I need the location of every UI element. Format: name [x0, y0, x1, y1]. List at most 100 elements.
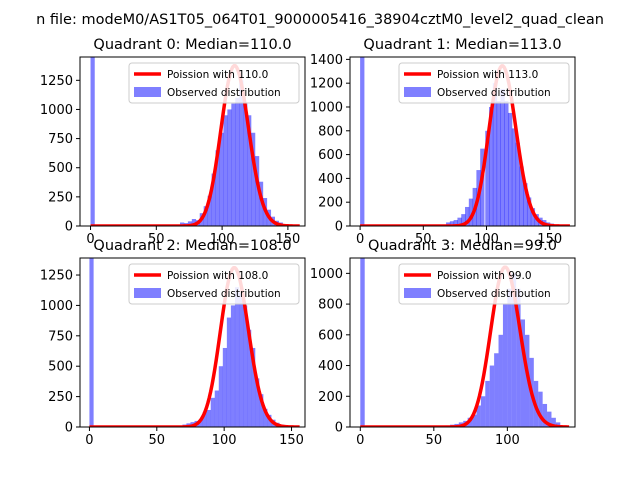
- subplot-title: Quadrant 2: Median=108.0: [93, 238, 291, 254]
- histogram-bar: [191, 219, 197, 226]
- poisson-curve: [89, 265, 301, 427]
- x-tick-label: 100: [474, 232, 499, 247]
- histogram-bar: [520, 319, 525, 427]
- histogram-bar: [210, 397, 215, 427]
- histogram-bar: [211, 173, 216, 226]
- y-tick-label: 250: [48, 390, 73, 405]
- histogram-bar: [519, 166, 524, 226]
- legend-label-observed: Observed distribution: [167, 288, 281, 300]
- legend-label-poisson: Poission with 113.0: [437, 69, 538, 81]
- plot-area: [360, 258, 570, 427]
- poisson-curve: [360, 265, 570, 427]
- histogram-bar: [258, 181, 264, 226]
- histogram-bar: [453, 220, 458, 226]
- y-tick-label: 1250: [40, 269, 73, 284]
- y-tick-label: 200: [318, 390, 343, 405]
- histogram-bar: [219, 132, 224, 226]
- histogram-bar: [472, 414, 477, 427]
- legend-patch-swatch: [134, 288, 161, 298]
- histogram-bar: [489, 106, 494, 226]
- plot-area: [359, 57, 571, 226]
- legend-label-poisson: Poission with 108.0: [167, 270, 268, 282]
- histogram-bar: [247, 115, 252, 226]
- histogram-bar: [489, 365, 495, 427]
- subplot-quadrant-2: 0 50 100 150 0 250 500 750 1000 1250 Poission with…: [40, 238, 306, 448]
- x-tick-label: 150: [275, 232, 300, 247]
- histogram-bar: [243, 305, 248, 427]
- legend-label-observed: Observed distribution: [437, 87, 551, 99]
- histogram-bar: [234, 287, 240, 427]
- histogram-bar: [255, 156, 260, 226]
- histogram-bar: [507, 288, 512, 427]
- legend-box: [128, 263, 300, 305]
- histogram-bar: [203, 206, 208, 226]
- histogram-bar: [89, 258, 94, 427]
- x-tick-label: 50: [426, 433, 443, 448]
- y-tick-label: 1000: [310, 267, 343, 282]
- x-tick-label: 0: [356, 232, 364, 247]
- legend: Poission with 99.0 Observed distribution: [398, 263, 570, 305]
- legend: Poission with 110.0 Observed distribution: [128, 62, 300, 104]
- axes-frame: [349, 257, 576, 428]
- histogram-bar: [207, 195, 212, 226]
- y-tick-label: 200: [318, 196, 343, 211]
- histogram-bar: [198, 419, 203, 427]
- legend: Poission with 113.0 Observed distribution: [398, 62, 570, 104]
- legend-patch-swatch: [404, 288, 431, 298]
- y-tick-label: 500: [48, 161, 73, 176]
- poisson-curve: [359, 64, 571, 226]
- subplot-quadrant-0: 0 50 100 150 0 250 500 750 1000 1250 Poission with…: [40, 37, 306, 247]
- x-tick-label: 50: [415, 232, 432, 247]
- legend-label-observed: Observed distribution: [437, 288, 551, 300]
- histogram-bar: [255, 378, 260, 427]
- legend-label-poisson: Poission with 99.0: [437, 270, 532, 282]
- histogram-bar: [542, 403, 548, 427]
- y-tick-label: 400: [318, 359, 343, 374]
- legend-patch-swatch: [404, 87, 431, 97]
- y-tick-label: 800: [318, 124, 343, 139]
- legend-box: [398, 263, 570, 305]
- x-tick-label: 0: [85, 433, 93, 448]
- histogram-bar: [214, 390, 219, 427]
- histogram-bar: [502, 304, 508, 427]
- legend-label-observed: Observed distribution: [167, 87, 281, 99]
- legend-label-poisson: Poission with 110.0: [167, 69, 268, 81]
- plot-area: [89, 258, 301, 427]
- histogram-bar: [223, 115, 228, 226]
- axes-frame: [79, 56, 306, 227]
- histogram-bar: [504, 101, 509, 226]
- subplot-title: Quadrant 1: Median=113.0: [363, 37, 561, 53]
- histogram-bar: [263, 408, 268, 427]
- histogram-bar: [218, 366, 223, 427]
- y-tick-label: 1000: [40, 103, 73, 118]
- histogram-bar: [259, 394, 264, 427]
- histogram-bar: [446, 222, 451, 226]
- histogram-bar: [360, 258, 365, 427]
- histogram-bar: [465, 206, 470, 226]
- histogram-bar: [485, 380, 490, 427]
- histogram-bar: [498, 334, 503, 427]
- histogram-bar: [500, 89, 505, 226]
- histogram-bar: [360, 57, 365, 226]
- x-tick-label: 50: [149, 433, 166, 448]
- histogram-bar: [449, 221, 455, 226]
- y-tick-label: 750: [48, 329, 73, 344]
- histogram-bar: [461, 214, 466, 226]
- x-tick-label: 150: [279, 433, 304, 448]
- y-tick-label: 0: [65, 220, 73, 235]
- histogram-bar: [492, 83, 498, 226]
- y-tick-label: 600: [318, 328, 343, 343]
- y-tick-label: 250: [48, 190, 73, 205]
- histogram-bar: [476, 405, 481, 427]
- y-tick-label: 800: [318, 298, 343, 313]
- subplot-quadrant-1: 0 50 100 150 0 200 400 600 800 1000 1200 1400 Poissi…: [310, 37, 576, 247]
- histogram-bar: [516, 288, 521, 427]
- histogram-bar: [457, 217, 462, 226]
- y-tick-label: 1200: [310, 77, 343, 92]
- x-tick-label: 0: [356, 433, 364, 448]
- histogram-bar: [511, 128, 517, 226]
- histogram-bar: [508, 112, 513, 226]
